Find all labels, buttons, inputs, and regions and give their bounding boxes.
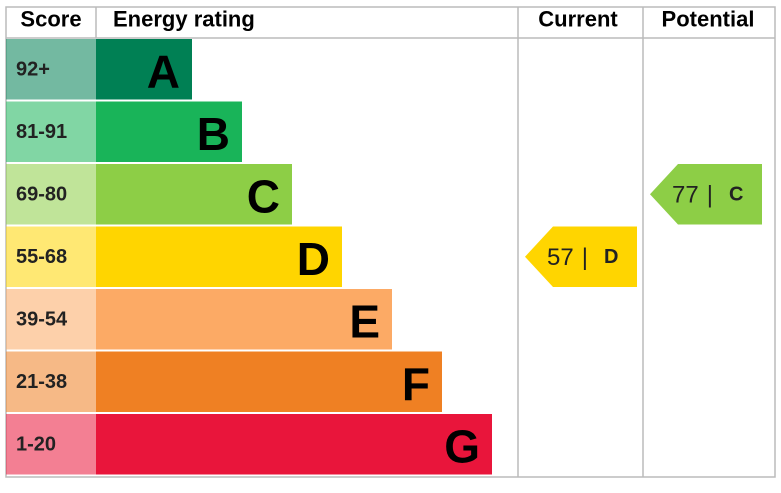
score-cell [6,164,96,225]
rating-part: | [582,243,588,270]
rating-part: D [604,246,618,268]
header-potential: Potential [662,7,755,32]
band-letter: D [297,233,330,285]
header: Score Energy rating Current Potential [20,7,754,32]
band-bar [96,164,292,225]
band-letter: C [247,170,280,222]
band-bar [96,351,442,412]
potential-rating: 77 | C [650,164,762,225]
band-letter: A [147,45,180,97]
rating-part: C [729,183,743,205]
band-letter: B [197,108,230,160]
score-cell [6,39,96,100]
band-bar [96,226,342,287]
score-label: 55-68 [16,246,67,268]
band-bar [96,289,392,350]
score-label: 21-38 [16,371,67,393]
band-letter: F [402,358,430,410]
band-letter: G [444,420,480,472]
score-label: 92+ [16,58,50,80]
rating-part: 57 [547,243,574,270]
score-label: 1-20 [16,433,56,455]
rating-label: 77 | C [672,181,743,208]
rating-arrow [650,164,762,225]
header-rating: Energy rating [113,7,255,32]
band-bar [96,414,492,475]
header-score: Score [20,7,81,32]
current-rating: 57 | D [525,226,637,287]
rating-label: 57 | D [547,243,618,270]
score-label: 39-54 [16,308,68,330]
score-cell [6,289,96,350]
score-label: 81-91 [16,121,67,143]
score-cell [6,414,96,475]
rating-arrow [525,226,637,287]
score-cell [6,101,96,162]
score-cell [6,351,96,412]
rating-part: 77 [672,181,699,208]
header-current: Current [538,7,618,32]
score-cell [6,226,96,287]
band-bar [96,39,192,100]
score-label: 69-80 [16,183,67,205]
rating-part: | [707,181,713,208]
band-letter: E [349,295,380,347]
band-bar [96,101,242,162]
